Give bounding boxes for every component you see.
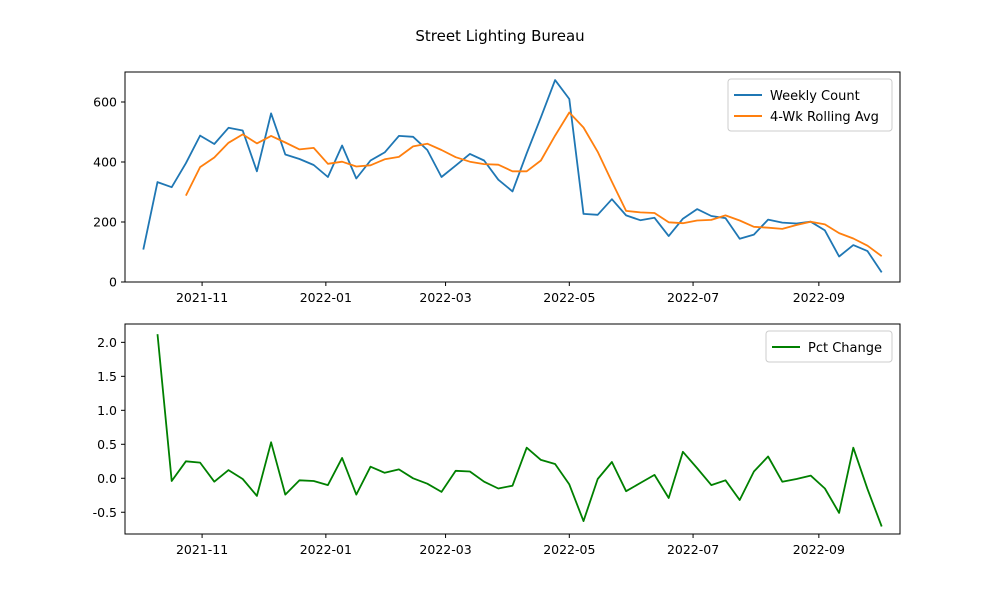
chart-title: Street Lighting Bureau xyxy=(415,27,584,45)
legend-label-weekly-count: Weekly Count xyxy=(770,89,860,104)
weekly-count-panel: 0 200 400 600 2021-11 2022-01 2022-03 2022-05 20… xyxy=(93,71,901,305)
4-wk-rolling-avg-line xyxy=(185,111,883,257)
x-tick-label: 2022-01 xyxy=(300,290,352,305)
y-tick-label: 0.5 xyxy=(97,437,117,452)
weekly-count-line xyxy=(142,79,883,273)
pct-change-panel: -0.5 0.0 0.5 1.0 1.5 2.0 2021-11 2022-01 2022-03… xyxy=(93,323,901,557)
x-tick-label: 2022-09 xyxy=(793,290,845,305)
legend: Pct Change xyxy=(765,330,893,363)
y-tick-label: 0 xyxy=(109,275,117,290)
legend-box xyxy=(727,78,893,132)
y-tick-label: 400 xyxy=(93,155,117,170)
y-tick-label: 1.0 xyxy=(97,403,117,418)
x-tick-label: 2022-05 xyxy=(543,542,595,557)
x-tick-label: 2022-07 xyxy=(667,290,719,305)
y-tick-label: 200 xyxy=(93,215,117,230)
y-tick-label: 600 xyxy=(93,95,117,110)
x-tick-label: 2022-01 xyxy=(300,542,352,557)
legend-box xyxy=(765,330,893,363)
plot-frame xyxy=(124,71,901,283)
legend-label-4-wk-rolling-avg: 4-Wk Rolling Avg xyxy=(770,110,879,125)
y-tick-label: 1.5 xyxy=(97,369,117,384)
x-tick-label: 2021-11 xyxy=(176,290,228,305)
pct-change-line xyxy=(156,334,883,527)
x-tick-label: 2021-11 xyxy=(176,542,228,557)
x-tick-label: 2022-09 xyxy=(793,542,845,557)
legend: Weekly Count 4-Wk Rolling Avg xyxy=(727,78,893,132)
x-tick-label: 2022-05 xyxy=(543,290,595,305)
x-tick-label: 2022-07 xyxy=(667,542,719,557)
plot-frame xyxy=(124,323,901,535)
x-tick-label: 2022-03 xyxy=(419,290,471,305)
y-tick-label: 2.0 xyxy=(97,335,117,350)
x-tick-label: 2022-03 xyxy=(419,542,471,557)
y-tick-label: -0.5 xyxy=(93,505,117,520)
y-tick-label: 0.0 xyxy=(97,471,117,486)
legend-label-pct-change: Pct Change xyxy=(808,341,882,356)
